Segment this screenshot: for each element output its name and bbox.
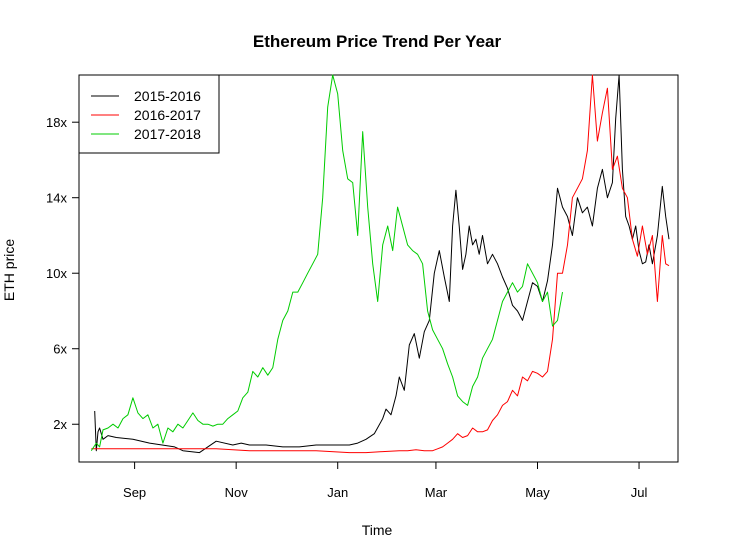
chart-title: Ethereum Price Trend Per Year bbox=[253, 32, 502, 51]
x-tick-label: Jul bbox=[631, 485, 648, 500]
series-line-2015-2016 bbox=[94, 74, 670, 454]
legend-label: 2015-2016 bbox=[134, 88, 201, 104]
legend-box bbox=[78, 74, 220, 154]
x-tick-label: May bbox=[525, 485, 550, 500]
y-tick-label: 2x bbox=[53, 417, 67, 432]
y-tick-label: 18x bbox=[46, 115, 67, 130]
y-tick-label: 10x bbox=[46, 266, 67, 281]
series-line-2017-2018 bbox=[90, 74, 563, 451]
y-axis-title: ETH price bbox=[1, 239, 17, 301]
legend-label: 2017-2018 bbox=[134, 126, 201, 142]
legend: 2015-2016 2016-2017 2017-2018 bbox=[78, 74, 220, 154]
x-axis: Sep Nov Jan Mar May Jul bbox=[123, 461, 648, 500]
y-tick-label: 14x bbox=[46, 191, 67, 206]
x-tick-label: Mar bbox=[425, 485, 448, 500]
y-tick-label: 6x bbox=[53, 342, 67, 357]
legend-label: 2016-2017 bbox=[134, 107, 201, 123]
series-line-2016-2017 bbox=[91, 74, 670, 454]
x-tick-label: Nov bbox=[225, 485, 249, 500]
x-tick-label: Sep bbox=[123, 485, 146, 500]
x-axis-title: Time bbox=[362, 522, 393, 538]
series-layer bbox=[90, 74, 670, 454]
x-tick-label: Jan bbox=[327, 485, 348, 500]
y-axis: 2x 6x 10x 14x 18x bbox=[46, 115, 80, 432]
